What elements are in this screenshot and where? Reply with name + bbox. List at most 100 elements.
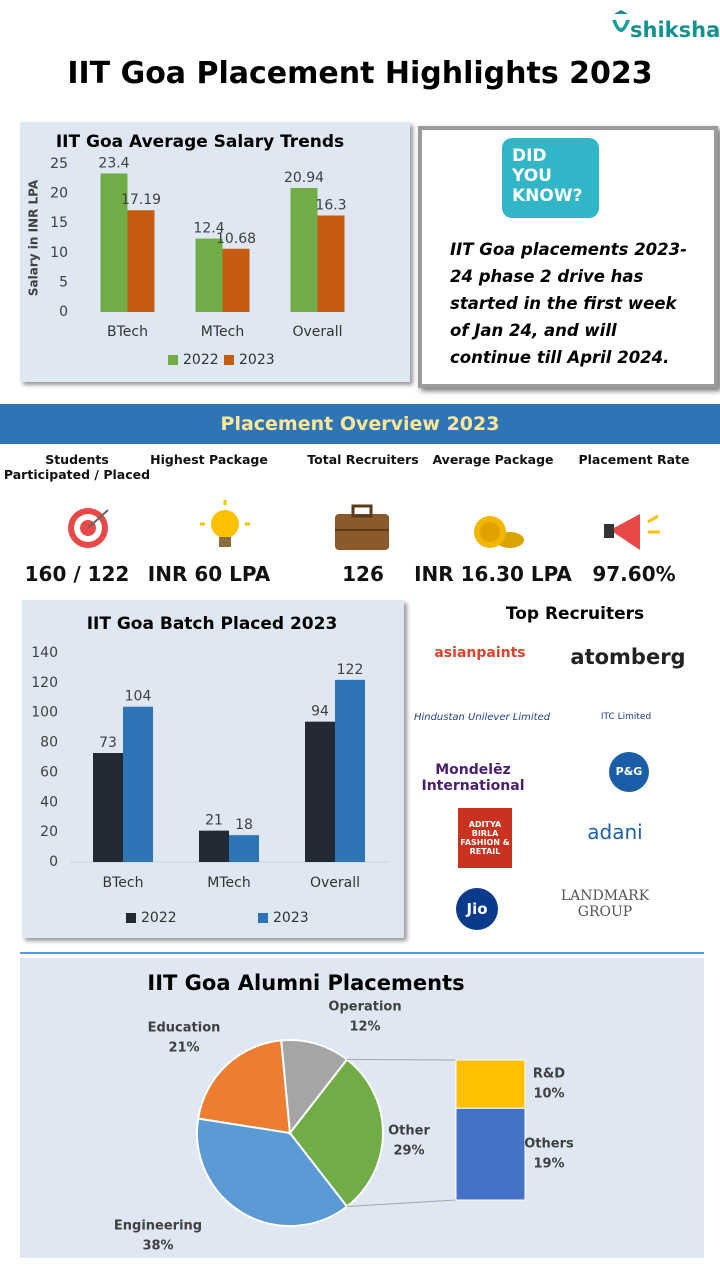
brand-logo: shiksha	[606, 10, 720, 44]
y-tick-label: 20	[50, 186, 68, 202]
bar	[123, 706, 153, 862]
megaphone-icon	[604, 514, 660, 550]
y-tick-label: 15	[50, 215, 68, 231]
recruiter-logo: Jio	[456, 888, 498, 930]
data-label: 122	[337, 662, 364, 678]
y-tick-label: 0	[49, 854, 58, 870]
bar	[199, 830, 229, 862]
overview-label: Total Recruiters	[307, 452, 419, 467]
y-tick-label: 40	[40, 794, 58, 810]
data-label: 94	[311, 704, 329, 720]
slice-value: 38%	[142, 1239, 173, 1254]
x-tick-label: BTech	[103, 875, 144, 891]
bar	[290, 188, 318, 312]
bar	[335, 679, 365, 862]
legend-label: 2023	[273, 910, 309, 926]
data-label: 73	[99, 735, 117, 751]
overview-label: Average Package	[432, 452, 554, 467]
overview-value: INR 16.30 LPA	[414, 562, 572, 586]
legend-swatch	[126, 913, 136, 923]
slice-label: Operation	[328, 1000, 401, 1015]
x-tick-label: Overall	[310, 875, 360, 891]
legend-swatch	[224, 355, 234, 365]
data-label: 12.4	[193, 221, 224, 237]
slice-label: Education	[148, 1021, 221, 1036]
chart-title: IIT Goa Batch Placed 2023	[87, 614, 338, 634]
breakdown-label: Others	[524, 1137, 574, 1152]
bar	[317, 215, 345, 312]
data-label: 10.68	[216, 231, 256, 247]
data-label: 18	[235, 817, 253, 833]
bar	[229, 835, 259, 862]
chart-title: IIT Goa Alumni Placements	[147, 971, 464, 995]
overview-label: Highest Package	[150, 452, 268, 467]
pie-slice	[197, 1039, 292, 1135]
slice-value: 21%	[168, 1041, 199, 1056]
legend-label: 2022	[141, 910, 177, 926]
coins-icon	[474, 516, 524, 548]
alumni-panel: IIT Goa Alumni Placements Engineering 38% E…	[20, 958, 704, 1258]
recruiters-title: Top Recruiters	[505, 604, 645, 624]
y-tick-label: 120	[31, 675, 58, 691]
data-label: 21	[205, 813, 223, 829]
chart-title: IIT Goa Average Salary Trends	[56, 132, 344, 152]
x-tick-label: MTech	[201, 324, 244, 340]
recruiter-logo: Mondelēz International	[421, 762, 525, 794]
breakdown-bar	[455, 1059, 526, 1109]
bar	[100, 173, 128, 312]
y-tick-label: 5	[59, 274, 68, 290]
bar	[305, 721, 335, 862]
data-label: 20.94	[284, 170, 324, 186]
breakdown-bar	[455, 1107, 526, 1201]
target-icon	[68, 508, 109, 548]
slice-value: 12%	[349, 1020, 380, 1035]
bulb-icon	[200, 500, 250, 547]
y-tick-label: 10	[50, 245, 68, 261]
brand-icon	[612, 10, 630, 32]
y-tick-label: 25	[50, 156, 68, 172]
overview-icons	[68, 500, 660, 550]
y-tick-label: 100	[31, 705, 58, 721]
breakdown-label: R&D	[533, 1067, 565, 1082]
recruiter-logo: ADITYA BIRLA FASHION & RETAIL	[458, 808, 512, 868]
bar	[93, 753, 123, 862]
badge-line: YOU	[512, 166, 552, 186]
slice-label: Other	[388, 1124, 430, 1139]
divider	[20, 952, 704, 954]
recruiter-logo: atomberg	[570, 645, 686, 669]
bar	[127, 210, 155, 312]
y-tick-label: 80	[40, 735, 58, 751]
legend-swatch	[168, 355, 178, 365]
overview-value: 160 / 122	[24, 562, 130, 586]
fact-box: DID YOU KNOW? IIT Goa placements 2023-24…	[418, 126, 718, 388]
x-tick-label: BTech	[107, 324, 148, 340]
salary-chart: IIT Goa Average Salary Trends Salary in I…	[27, 132, 347, 368]
alumni-chart: IIT Goa Alumni Placements Engineering 38% E…	[114, 971, 574, 1254]
data-label: 104	[125, 689, 152, 705]
slice-label: Engineering	[114, 1219, 202, 1234]
recruiter-logo: LANDMARK GROUP	[560, 888, 650, 920]
page-title: IIT Goa Placement Highlights 2023	[67, 56, 653, 91]
y-axis-label: Salary in INR LPA	[27, 179, 41, 296]
badge-line: KNOW?	[512, 186, 583, 206]
x-tick-label: MTech	[207, 875, 250, 891]
data-label: 17.19	[121, 192, 161, 208]
overview-value: 126	[342, 562, 384, 586]
y-tick-label: 20	[40, 824, 58, 840]
overview-value: 97.60%	[592, 562, 676, 586]
pie-slice	[196, 1117, 349, 1227]
recruiter-logo: asianpaints	[434, 645, 526, 661]
batch-panel: IIT Goa Batch Placed 2023 0 20 40 60 80 100 120…	[22, 600, 404, 938]
y-tick-label: 0	[59, 304, 68, 320]
y-tick-label: 140	[31, 645, 58, 661]
pie-slice	[288, 1058, 384, 1208]
recruiter-logo: Hindustan Unilever Limited	[413, 712, 551, 723]
overview-label: Placement Rate	[578, 452, 690, 467]
did-you-know-badge: DID YOU KNOW?	[502, 138, 599, 218]
overview-value: INR 60 LPA	[147, 562, 271, 586]
connector	[346, 1199, 457, 1207]
legend-label: 2022	[183, 352, 219, 368]
overview-title: Placement Overview 2023	[0, 404, 720, 444]
data-label: 16.3	[315, 198, 346, 214]
